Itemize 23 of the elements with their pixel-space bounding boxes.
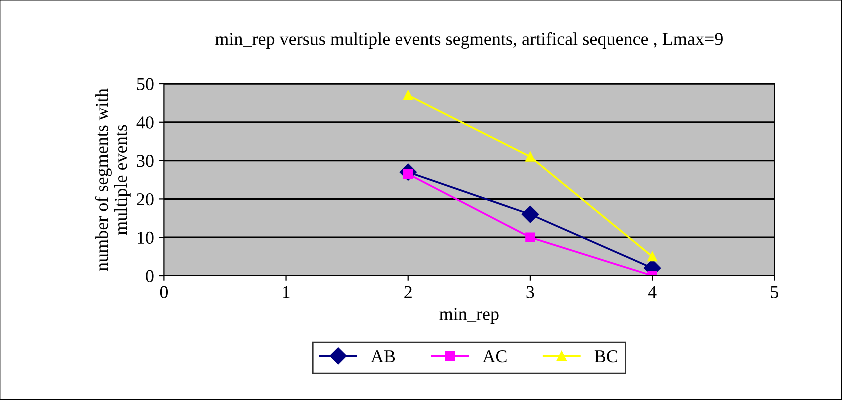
point bbox=[526, 152, 536, 162]
x-tick-label: 5 bbox=[771, 286, 778, 298]
y-tick-label: 50 bbox=[137, 78, 154, 90]
legend-label: BC bbox=[594, 350, 618, 363]
x-axis-title: min_rep bbox=[440, 308, 499, 324]
y-tick-label: 40 bbox=[136, 116, 154, 129]
legend-label: AC bbox=[482, 350, 507, 363]
x-tick-label: 0 bbox=[160, 286, 168, 298]
point bbox=[522, 206, 540, 224]
chart-title: min_rep versus multiple events segments, artifical sequence , Lmax=9 bbox=[216, 32, 723, 50]
y-tick-label: 30 bbox=[137, 155, 154, 168]
x-tick-label: 1 bbox=[283, 286, 290, 298]
point bbox=[648, 252, 658, 262]
x-tick-label: 3 bbox=[526, 286, 534, 298]
y-tick-label: 0 bbox=[146, 270, 154, 282]
x-tick-label: 2 bbox=[404, 286, 412, 298]
legend-label: AB bbox=[371, 350, 396, 363]
point bbox=[404, 90, 414, 100]
point bbox=[526, 232, 536, 242]
y-axis-title: number of segments with multiple events bbox=[95, 88, 131, 272]
y-tick-label: 10 bbox=[138, 232, 154, 244]
y-tick-label: 20 bbox=[137, 193, 154, 206]
x-tick-label: 4 bbox=[648, 286, 657, 298]
